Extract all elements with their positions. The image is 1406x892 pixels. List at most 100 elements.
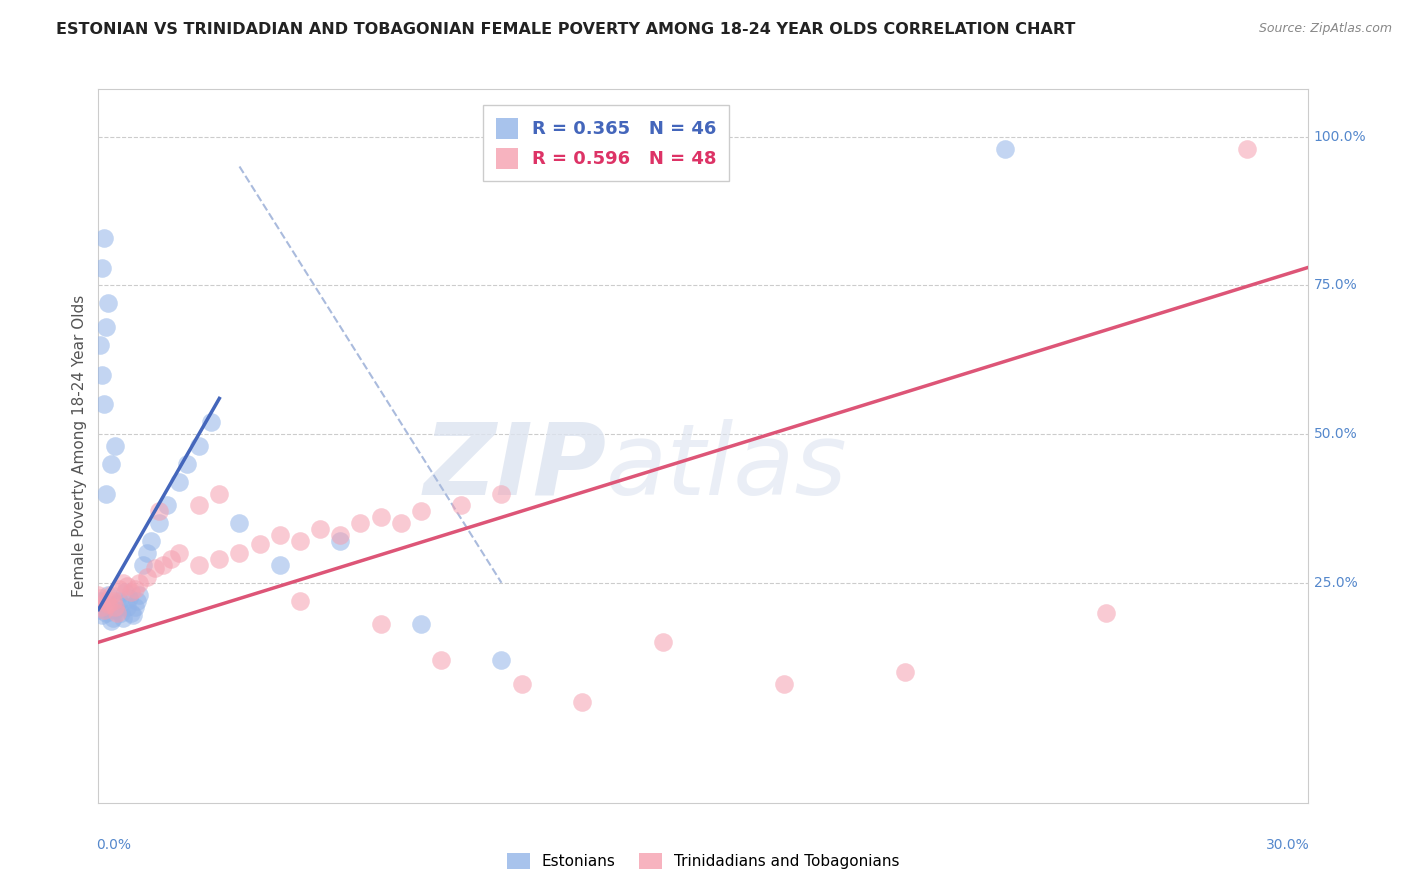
Legend: Estonians, Trinidadians and Tobagonians: Estonians, Trinidadians and Tobagonians — [501, 847, 905, 875]
Text: 100.0%: 100.0% — [1313, 129, 1367, 144]
Point — [651, 635, 673, 649]
Point — [103, 602, 125, 616]
Point — [107, 593, 129, 607]
Point — [389, 516, 412, 531]
Point — [96, 606, 118, 620]
Point — [93, 602, 115, 616]
Point — [115, 599, 138, 614]
Point — [288, 593, 311, 607]
Point — [491, 653, 513, 667]
Text: atlas: atlas — [606, 419, 848, 516]
Point — [329, 534, 352, 549]
Point — [160, 552, 183, 566]
Point — [87, 602, 110, 616]
Point — [105, 597, 128, 611]
Point — [91, 260, 114, 275]
Point — [103, 599, 125, 614]
Point — [228, 546, 250, 560]
Point — [139, 534, 162, 549]
Point — [409, 617, 432, 632]
Point — [128, 575, 150, 590]
Point — [329, 528, 352, 542]
Point — [269, 558, 291, 572]
Point — [1095, 606, 1118, 620]
Point — [128, 588, 150, 602]
Point — [97, 588, 120, 602]
Text: ESTONIAN VS TRINIDADIAN AND TOBAGONIAN FEMALE POVERTY AMONG 18-24 YEAR OLDS CORR: ESTONIAN VS TRINIDADIAN AND TOBAGONIAN F… — [56, 22, 1076, 37]
Point — [135, 570, 157, 584]
Y-axis label: Female Poverty Among 18-24 Year Olds: Female Poverty Among 18-24 Year Olds — [72, 295, 87, 597]
Legend: R = 0.365   N = 46, R = 0.596   N = 48: R = 0.365 N = 46, R = 0.596 N = 48 — [484, 105, 730, 181]
Point — [97, 296, 120, 310]
Point — [101, 593, 124, 607]
Text: Source: ZipAtlas.com: Source: ZipAtlas.com — [1258, 22, 1392, 36]
Point — [148, 516, 170, 531]
Text: ZIP: ZIP — [423, 419, 606, 516]
Point — [430, 653, 453, 667]
Point — [118, 591, 141, 605]
Point — [167, 546, 190, 560]
Point — [370, 510, 392, 524]
Point — [125, 593, 148, 607]
Point — [100, 615, 122, 629]
Point — [93, 231, 115, 245]
Point — [288, 534, 311, 549]
Point — [124, 582, 146, 596]
Point — [124, 599, 146, 614]
Point — [110, 606, 132, 620]
Text: 25.0%: 25.0% — [1313, 575, 1357, 590]
Point — [208, 552, 231, 566]
Point — [96, 320, 118, 334]
Point — [89, 591, 111, 605]
Point — [97, 597, 120, 611]
Point — [450, 499, 472, 513]
Point — [100, 588, 122, 602]
Text: 75.0%: 75.0% — [1313, 278, 1357, 293]
Point — [101, 611, 124, 625]
Point — [148, 504, 170, 518]
Point — [152, 558, 174, 572]
Point — [269, 528, 291, 542]
Point — [370, 617, 392, 632]
Point — [249, 537, 271, 551]
Point — [103, 439, 125, 453]
Point — [772, 677, 794, 691]
Point — [409, 504, 432, 518]
Point — [121, 608, 143, 623]
Text: 50.0%: 50.0% — [1313, 427, 1357, 442]
Point — [111, 575, 134, 590]
Point — [89, 338, 111, 352]
Point — [228, 516, 250, 531]
Point — [96, 486, 118, 500]
Point — [200, 415, 222, 429]
Point — [114, 584, 136, 599]
Point — [994, 142, 1017, 156]
Text: 30.0%: 30.0% — [1267, 838, 1310, 853]
Point — [510, 677, 533, 691]
Point — [176, 457, 198, 471]
Point — [91, 368, 114, 382]
Point — [1236, 142, 1258, 156]
Point — [208, 486, 231, 500]
Point — [93, 397, 115, 411]
Point — [91, 608, 114, 623]
Point — [135, 546, 157, 560]
Point — [120, 606, 142, 620]
Point — [115, 579, 138, 593]
Text: 0.0%: 0.0% — [96, 838, 131, 853]
Point — [89, 593, 111, 607]
Point — [111, 611, 134, 625]
Point — [188, 499, 211, 513]
Point — [100, 457, 122, 471]
Point — [491, 486, 513, 500]
Point — [893, 665, 915, 679]
Point — [156, 499, 179, 513]
Point — [349, 516, 371, 531]
Point — [188, 439, 211, 453]
Point — [107, 582, 129, 596]
Point — [91, 599, 114, 614]
Point — [105, 606, 128, 620]
Point — [571, 695, 593, 709]
Point — [120, 584, 142, 599]
Point — [167, 475, 190, 489]
